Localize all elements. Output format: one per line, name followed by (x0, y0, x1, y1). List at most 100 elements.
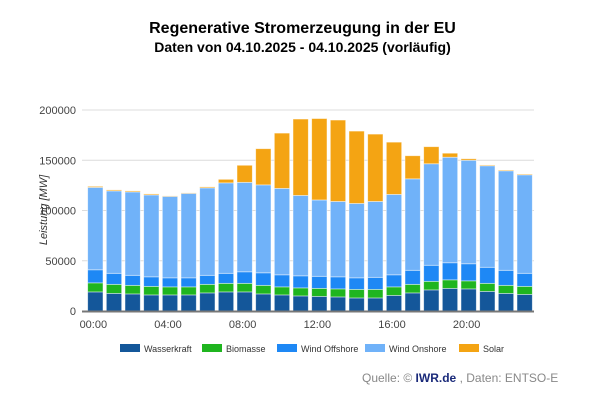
bar-stack[interactable] (143, 193, 160, 312)
bar-segment-biomasse[interactable] (348, 288, 365, 299)
bar-segment-solar[interactable] (236, 164, 253, 183)
bar-segment-biomasse[interactable] (497, 284, 515, 294)
legend-item[interactable]: Biomasse (202, 344, 266, 354)
legend-item[interactable]: Wind Offshore (277, 344, 358, 354)
bar-segment-biomasse[interactable] (311, 287, 328, 297)
bar-segment-wasserkraft[interactable] (460, 288, 477, 312)
bar-segment-solar[interactable] (516, 173, 533, 176)
bar-segment-wind-onshore[interactable] (87, 186, 104, 271)
bar-stack[interactable] (404, 155, 421, 312)
bar-segment-wind-onshore[interactable] (329, 201, 347, 278)
bar-stack[interactable] (292, 118, 309, 312)
bar-segment-wind-offshore[interactable] (404, 269, 421, 285)
bar-segment-wind-offshore[interactable] (180, 277, 197, 288)
bar-segment-solar[interactable] (479, 164, 496, 167)
bar-segment-wind-onshore[interactable] (105, 190, 123, 274)
bar-stack[interactable] (385, 141, 403, 312)
bar-segment-solar[interactable] (348, 130, 365, 204)
bar-segment-wind-onshore[interactable] (497, 170, 515, 271)
bar-segment-biomasse[interactable] (423, 280, 440, 291)
bar-segment-wasserkraft[interactable] (105, 293, 123, 312)
bar-segment-wasserkraft[interactable] (255, 293, 272, 312)
bar-segment-biomasse[interactable] (516, 285, 533, 295)
bar-segment-biomasse[interactable] (161, 286, 179, 296)
bar-stack[interactable] (516, 173, 533, 312)
bar-segment-solar[interactable] (329, 119, 347, 202)
bar-segment-biomasse[interactable] (273, 286, 291, 296)
bar-segment-solar[interactable] (143, 193, 160, 196)
bar-segment-wind-offshore[interactable] (273, 274, 291, 288)
bar-segment-wind-offshore[interactable] (329, 276, 347, 290)
bar-segment-biomasse[interactable] (124, 284, 141, 295)
bar-segment-wind-onshore[interactable] (292, 195, 309, 277)
bar-segment-wind-onshore[interactable] (199, 187, 216, 276)
bar-segment-wind-onshore[interactable] (311, 199, 328, 277)
bar-segment-wind-offshore[interactable] (497, 269, 515, 286)
bar-segment-biomasse[interactable] (255, 284, 272, 295)
bar-stack[interactable] (255, 148, 272, 312)
bar-segment-wind-offshore[interactable] (423, 264, 440, 282)
bar-stack[interactable] (87, 185, 104, 312)
bar-segment-wasserkraft[interactable] (180, 294, 197, 312)
bar-segment-solar[interactable] (367, 133, 384, 202)
bar-segment-wind-offshore[interactable] (348, 277, 365, 290)
bar-segment-wasserkraft[interactable] (124, 293, 141, 312)
bar-stack[interactable] (329, 119, 347, 312)
bar-segment-biomasse[interactable] (199, 283, 216, 294)
bar-segment-wasserkraft[interactable] (199, 292, 216, 312)
bar-stack[interactable] (161, 195, 179, 312)
bar-segment-wasserkraft[interactable] (87, 291, 104, 312)
bar-segment-biomasse[interactable] (479, 282, 496, 292)
bar-segment-wind-onshore[interactable] (255, 184, 272, 274)
bar-segment-solar[interactable] (404, 155, 421, 180)
bar-segment-wasserkraft[interactable] (385, 295, 403, 312)
bar-segment-biomasse[interactable] (460, 280, 477, 290)
bar-segment-solar[interactable] (311, 118, 328, 201)
bar-segment-biomasse[interactable] (441, 279, 459, 289)
bar-segment-wind-onshore[interactable] (273, 187, 291, 276)
bar-segment-wind-onshore[interactable] (516, 174, 533, 274)
bar-segment-wind-offshore[interactable] (217, 272, 235, 284)
bar-segment-wind-offshore[interactable] (292, 275, 309, 289)
bar-stack[interactable] (199, 186, 216, 312)
bar-stack[interactable] (367, 133, 384, 312)
bar-segment-solar[interactable] (423, 146, 440, 165)
bar-segment-wind-onshore[interactable] (236, 181, 253, 273)
bar-segment-biomasse[interactable] (180, 286, 197, 296)
bar-segment-wind-onshore[interactable] (143, 194, 160, 278)
bar-segment-solar[interactable] (105, 189, 123, 192)
bar-segment-wind-offshore[interactable] (441, 262, 459, 281)
bar-segment-solar[interactable] (180, 192, 197, 194)
bar-segment-biomasse[interactable] (385, 286, 403, 296)
bar-segment-wind-onshore[interactable] (161, 196, 179, 279)
bar-segment-wind-offshore[interactable] (124, 274, 141, 286)
bar-segment-wasserkraft[interactable] (329, 296, 347, 312)
bar-stack[interactable] (236, 164, 253, 312)
bar-segment-wasserkraft[interactable] (497, 293, 515, 312)
bar-segment-wind-offshore[interactable] (385, 274, 403, 288)
bar-segment-wind-onshore[interactable] (367, 201, 384, 278)
bar-stack[interactable] (441, 152, 459, 312)
bar-stack[interactable] (460, 158, 477, 312)
bar-stack[interactable] (311, 118, 328, 312)
bar-segment-wind-offshore[interactable] (87, 269, 104, 284)
bar-stack[interactable] (273, 132, 291, 312)
bar-segment-wind-onshore[interactable] (217, 182, 235, 274)
bar-segment-solar[interactable] (161, 195, 179, 197)
bar-segment-wasserkraft[interactable] (441, 287, 459, 312)
bar-segment-wind-onshore[interactable] (441, 156, 459, 264)
bar-segment-wind-offshore[interactable] (143, 276, 160, 287)
bar-stack[interactable] (217, 178, 235, 312)
bar-segment-wind-onshore[interactable] (460, 159, 477, 265)
bar-segment-biomasse[interactable] (404, 283, 421, 294)
bar-segment-wasserkraft[interactable] (479, 291, 496, 312)
bar-stack[interactable] (348, 130, 365, 312)
bar-segment-wind-offshore[interactable] (367, 276, 384, 290)
bar-segment-solar[interactable] (273, 132, 291, 189)
bar-segment-wind-onshore[interactable] (404, 178, 421, 271)
legend-item[interactable]: Solar (459, 344, 504, 354)
bar-segment-wind-offshore[interactable] (161, 277, 179, 288)
bar-segment-solar[interactable] (255, 148, 272, 186)
bar-segment-wasserkraft[interactable] (348, 297, 365, 312)
bar-segment-solar[interactable] (87, 185, 104, 188)
